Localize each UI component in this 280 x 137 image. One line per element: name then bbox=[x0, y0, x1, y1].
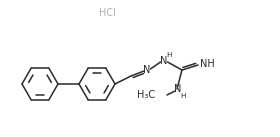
Text: N: N bbox=[174, 84, 182, 94]
Text: HCl: HCl bbox=[99, 8, 115, 18]
Text: N: N bbox=[160, 56, 168, 66]
Text: H: H bbox=[166, 52, 172, 58]
Text: H₃C: H₃C bbox=[137, 90, 155, 100]
Text: H: H bbox=[180, 93, 186, 99]
Text: NH: NH bbox=[200, 59, 214, 69]
Text: N: N bbox=[143, 65, 151, 75]
